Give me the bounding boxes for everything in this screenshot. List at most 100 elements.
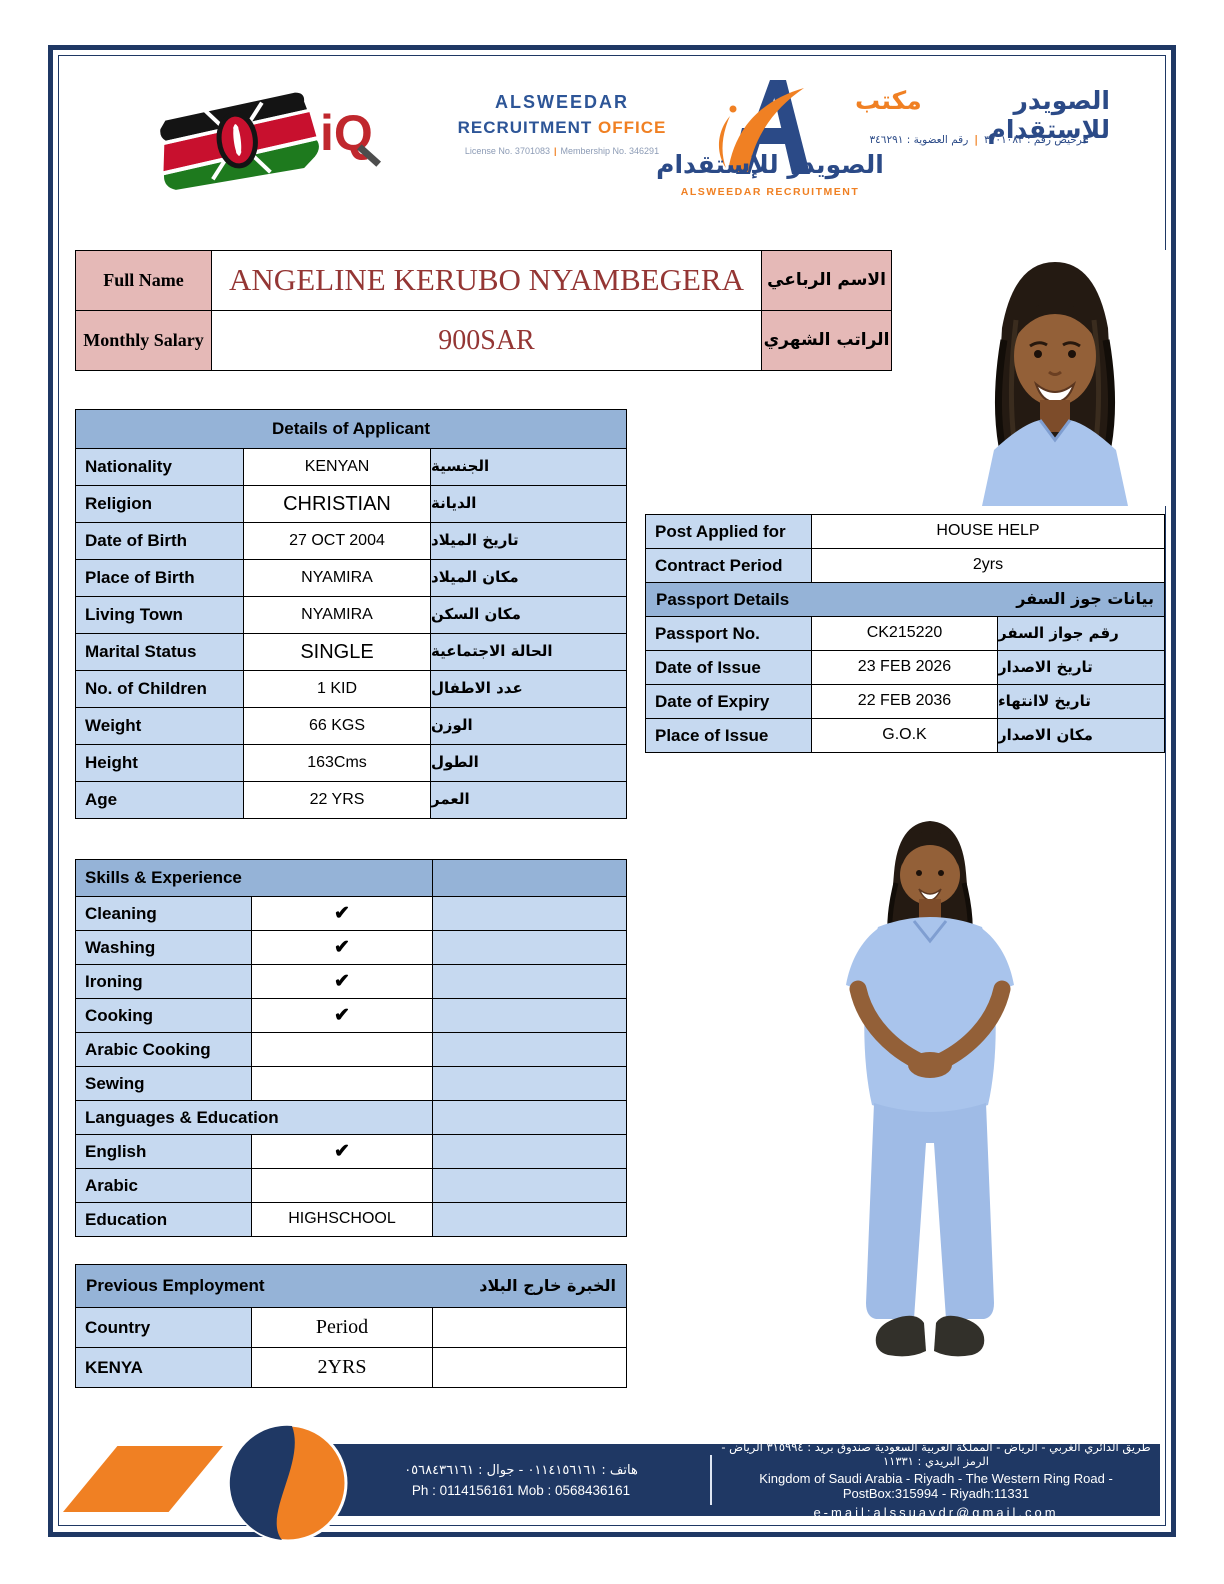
- sewing-check: [252, 1067, 432, 1100]
- applicant-portrait-photo: [944, 250, 1166, 506]
- place-of-birth-label: Place of Birth: [76, 560, 243, 596]
- arabic-cooking-spacer: [433, 1033, 626, 1066]
- age-value: 22 YRS: [244, 782, 430, 818]
- date-of-issue-label: Date of Issue: [646, 651, 811, 684]
- marital-status-arabic: الحالة الاجتماعية: [431, 634, 626, 670]
- skills-header-spacer: [433, 860, 626, 896]
- marital-status-label: Marital Status: [76, 634, 243, 670]
- name-salary-table: Full Name ANGELINE KERUBO NYAMBEGERA الا…: [75, 250, 892, 371]
- date-of-expiry-value: 22 FEB 2036: [812, 685, 997, 718]
- cleaning-check: ✔: [252, 897, 432, 930]
- alsweedar-a-emblem: [718, 80, 810, 174]
- place-of-issue-arabic: مكان الاصدار: [998, 719, 1164, 752]
- living-town-arabic: مكان السكن: [431, 597, 626, 633]
- education-spacer: [433, 1203, 626, 1236]
- date-of-issue-value: 23 FEB 2026: [812, 651, 997, 684]
- date-of-birth-value: 27 OCT 2004: [244, 523, 430, 559]
- employment-row-spacer: [433, 1348, 626, 1387]
- place-of-issue-value: G.O.K: [812, 719, 997, 752]
- height-label: Height: [76, 745, 243, 781]
- cooking-spacer: [433, 999, 626, 1032]
- passport-details-label: Passport Details: [656, 589, 790, 609]
- office-name-recruitment: RECRUITMENT: [457, 118, 593, 137]
- weight-arabic: الوزن: [431, 708, 626, 744]
- footer-divider: [710, 1455, 712, 1505]
- page-border-inner: [58, 55, 1166, 1526]
- children-value: 1 KID: [244, 671, 430, 707]
- footer-address-section: طريق الدائري الغربي - الرياض - المملكة ا…: [712, 1440, 1160, 1520]
- height-arabic: الطول: [431, 745, 626, 781]
- footer-phone-arabic: هاتف : ٠١١٤١٥٦١٦١ - جوال : ٠٥٦٨٤٣٦١٦١: [404, 1462, 638, 1478]
- nationality-label: Nationality: [76, 449, 243, 485]
- arabic-language-label: Arabic: [76, 1169, 251, 1202]
- arabic-cooking-check: [252, 1033, 432, 1066]
- languages-education-header: Languages & Education: [76, 1101, 432, 1134]
- sewing-spacer: [433, 1067, 626, 1100]
- age-label: Age: [76, 782, 243, 818]
- washing-check: ✔: [252, 931, 432, 964]
- footer-email: e-mail:alssuaydr@gmail.com: [813, 1505, 1059, 1520]
- arabic-membership-number: رقم العضوية : ٣٤٦٢٩١: [869, 134, 969, 146]
- arabic-language-spacer: [433, 1169, 626, 1202]
- monthly-salary-label: Monthly Salary: [76, 311, 211, 370]
- english-label: English: [76, 1135, 251, 1168]
- english-spacer: [433, 1135, 626, 1168]
- date-of-expiry-arabic: تاريخ لاانتهاء: [998, 685, 1164, 718]
- previous-employment-label: Previous Employment: [86, 1276, 265, 1296]
- arabic-office-rest: الصويدر للإستقدام: [987, 86, 1111, 144]
- date-of-expiry-label: Date of Expiry: [646, 685, 811, 718]
- full-name-label: Full Name: [76, 251, 211, 310]
- arabic-license-number: ترخيص رقم : ٣٧٠١٠٨٣: [984, 134, 1086, 146]
- skills-header: Skills & Experience: [76, 860, 432, 896]
- kenya-flag-logo: [160, 92, 319, 190]
- washing-spacer: [433, 931, 626, 964]
- passport-no-value: CK215220: [812, 617, 997, 650]
- country-value: KENYA: [76, 1348, 251, 1387]
- place-of-issue-label: Place of Issue: [646, 719, 811, 752]
- office-name-line2: RECRUITMENT OFFICE: [428, 118, 696, 138]
- post-applied-label: Post Applied for: [646, 515, 811, 548]
- details-of-applicant-table: Details of Applicant Nationality KENYAN …: [75, 409, 627, 819]
- date-of-issue-arabic: تاريخ الاصدار: [998, 651, 1164, 684]
- page-border-outer: [48, 45, 1176, 1537]
- footer-address-arabic: طريق الدائري الغربي - الرياض - المملكة ا…: [721, 1440, 1151, 1468]
- footer-address-english: Kingdom of Saudi Arabia - Riyadh - The W…: [759, 1471, 1113, 1501]
- religion-value: CHRISTIAN: [244, 486, 430, 522]
- footer-phone-section: هاتف : ٠١١٤١٥٦١٦١ - جوال : ٠٥٦٨٤٣٦١٦١ Ph…: [332, 1463, 710, 1498]
- arabic-license-separator: |: [974, 134, 979, 146]
- skills-experience-table: Skills & Experience Cleaning ✔ Washing ✔…: [75, 859, 627, 1237]
- arabic-license-line: ترخيص رقم : ٣٧٠١٠٨٣ | رقم العضوية : ٣٤٦٢…: [845, 134, 1110, 146]
- children-arabic: عدد الاطفال: [431, 671, 626, 707]
- post-applied-value: HOUSE HELP: [812, 515, 1164, 548]
- arabic-cooking-label: Arabic Cooking: [76, 1033, 251, 1066]
- full-name-value: ANGELINE KERUBO NYAMBEGERA: [212, 251, 761, 310]
- passport-details-table: Post Applied for HOUSE HELP Contract Per…: [645, 514, 1165, 753]
- passport-details-section-header: Passport Details بيانات جوز السفر: [646, 583, 1164, 616]
- passport-no-arabic: رقم جواز السفر: [998, 617, 1164, 650]
- contract-period-value: 2yrs: [812, 549, 1164, 582]
- children-label: No. of Children: [76, 671, 243, 707]
- living-town-label: Living Town: [76, 597, 243, 633]
- emblem-arabic-name: الصويدر للإستقدام: [656, 150, 884, 179]
- cleaning-spacer: [433, 897, 626, 930]
- details-of-applicant-header: Details of Applicant: [76, 410, 626, 448]
- place-of-birth-arabic: مكان الميلاد: [431, 560, 626, 596]
- period-label: Period: [252, 1308, 432, 1347]
- license-number: License No. 3701083: [464, 146, 550, 156]
- previous-employment-header: Previous Employment الخبرة خارج البلاد: [76, 1265, 626, 1307]
- education-label: Education: [76, 1203, 251, 1236]
- cooking-check: ✔: [252, 999, 432, 1032]
- date-of-birth-arabic: تاريخ الميلاد: [431, 523, 626, 559]
- employment-header-spacer: [433, 1308, 626, 1347]
- full-name-arabic: الاسم الرباعي: [762, 251, 891, 310]
- marital-status-value: SINGLE: [244, 634, 430, 670]
- applicant-fullbody-photo: [798, 803, 1062, 1395]
- arabic-office-title: مكتب الصويدر للإستقدام: [855, 86, 1110, 144]
- religion-label: Religion: [76, 486, 243, 522]
- membership-number: Membership No. 346291: [560, 146, 660, 156]
- nationality-value: KENYAN: [244, 449, 430, 485]
- passport-no-label: Passport No.: [646, 617, 811, 650]
- languages-education-spacer: [433, 1101, 626, 1134]
- height-value: 163Cms: [244, 745, 430, 781]
